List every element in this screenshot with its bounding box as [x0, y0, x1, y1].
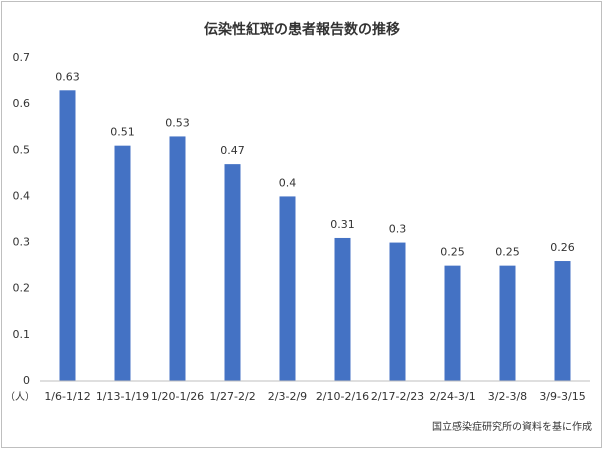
x-tick-label: 2/10-2/16 [316, 390, 369, 403]
x-tick-label: 1/13-1/19 [96, 390, 149, 403]
y-tick-label: 0.5 [13, 143, 31, 156]
x-tick-label: 3/9-3/15 [539, 390, 585, 403]
data-label: 0.63 [55, 70, 80, 83]
bar [224, 164, 241, 381]
y-tick-label: 0.2 [13, 282, 31, 295]
data-label: 0.47 [220, 144, 245, 157]
bar [389, 242, 406, 381]
data-label: 0.25 [495, 246, 520, 259]
x-tick-label: 1/27-2/2 [209, 390, 255, 403]
x-tick-label: 3/2-3/8 [488, 390, 527, 403]
bar [554, 261, 571, 381]
y-tick-label: 0.1 [13, 328, 31, 341]
x-tick-label: 2/17-2/23 [371, 390, 424, 403]
y-tick-label: 0.4 [13, 189, 31, 202]
data-label: 0.31 [330, 218, 355, 231]
y-tick-label: 0.3 [13, 236, 31, 249]
bar [499, 265, 516, 381]
data-label: 0.4 [279, 176, 297, 189]
y-tick-label: 0.6 [13, 97, 31, 110]
bar [59, 90, 76, 382]
chart-title: 伝染性紅斑の患者報告数の推移 [204, 21, 400, 38]
data-label: 0.26 [550, 241, 575, 254]
x-tick-label: 2/3-2/9 [268, 390, 307, 403]
bar [334, 237, 351, 381]
x-tick-label: 2/24-3/1 [429, 390, 475, 403]
bar [444, 265, 461, 381]
y-unit-label: （人） [5, 391, 35, 403]
bar [114, 145, 131, 381]
x-tick-label: 1/6-1/12 [44, 390, 90, 403]
bar [279, 196, 296, 381]
data-label: 0.51 [110, 126, 135, 139]
source-note: 国立感染症研究所の資料を基に作成 [432, 420, 592, 433]
data-label: 0.25 [440, 246, 465, 259]
data-label: 0.53 [165, 116, 190, 129]
data-label: 0.3 [389, 223, 407, 236]
bar [169, 136, 186, 381]
y-tick-label: 0 [23, 374, 30, 387]
y-tick-label: 0.7 [13, 51, 31, 64]
x-tick-label: 1/20-1/26 [151, 390, 204, 403]
